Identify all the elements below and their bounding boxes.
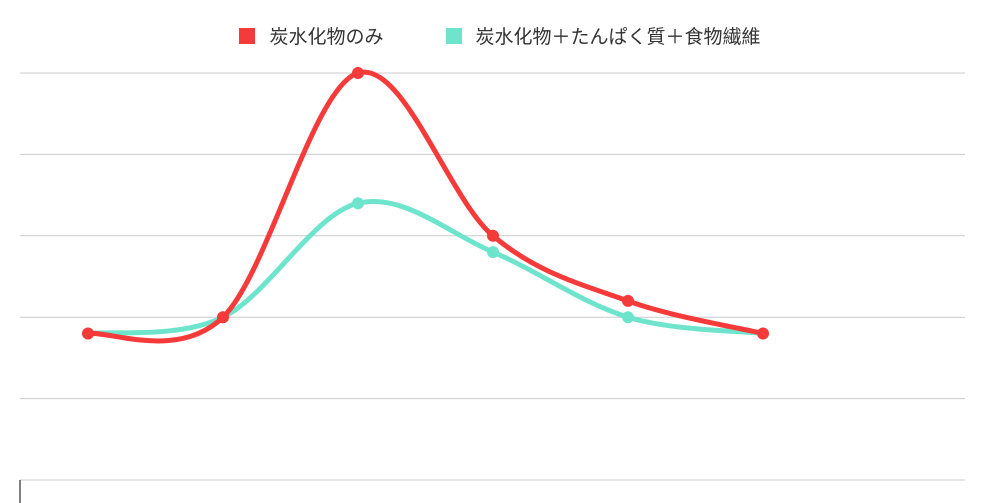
data-point-carbs-protein-fiber-4[interactable] bbox=[622, 311, 634, 324]
legend-swatch-carbs-only bbox=[239, 27, 256, 44]
gridlines bbox=[20, 72, 965, 481]
legend-label-carbs-only: 炭水化物のみ bbox=[269, 26, 384, 48]
legend-label-carbs-protein-fiber: 炭水化物＋たんぱく質＋食物繊維 bbox=[475, 26, 761, 48]
chart-legend: 炭水化物のみ 炭水化物＋たんぱく質＋食物繊維 bbox=[0, 22, 1000, 49]
data-point-carbs-only-1[interactable] bbox=[217, 311, 229, 324]
legend-item-carbs-protein-fiber[interactable]: 炭水化物＋たんぱく質＋食物繊維 bbox=[445, 22, 761, 49]
series-layer bbox=[82, 67, 769, 344]
data-point-carbs-only-3[interactable] bbox=[487, 229, 499, 242]
series-carbs-protein-fiber bbox=[82, 197, 769, 340]
data-point-carbs-only-2[interactable] bbox=[352, 67, 364, 79]
data-point-carbs-protein-fiber-2[interactable] bbox=[352, 197, 364, 210]
data-point-carbs-only-5[interactable] bbox=[757, 327, 769, 340]
legend-item-carbs-only[interactable]: 炭水化物のみ bbox=[239, 22, 384, 49]
data-point-carbs-only-0[interactable] bbox=[82, 327, 94, 340]
series-line-carbs-protein-fiber bbox=[85, 199, 766, 336]
series-carbs-only bbox=[82, 67, 769, 344]
data-point-carbs-protein-fiber-3[interactable] bbox=[487, 246, 499, 259]
legend-swatch-carbs-protein-fiber bbox=[445, 27, 462, 44]
data-point-carbs-only-4[interactable] bbox=[622, 294, 634, 307]
series-line-carbs-only bbox=[85, 69, 766, 344]
